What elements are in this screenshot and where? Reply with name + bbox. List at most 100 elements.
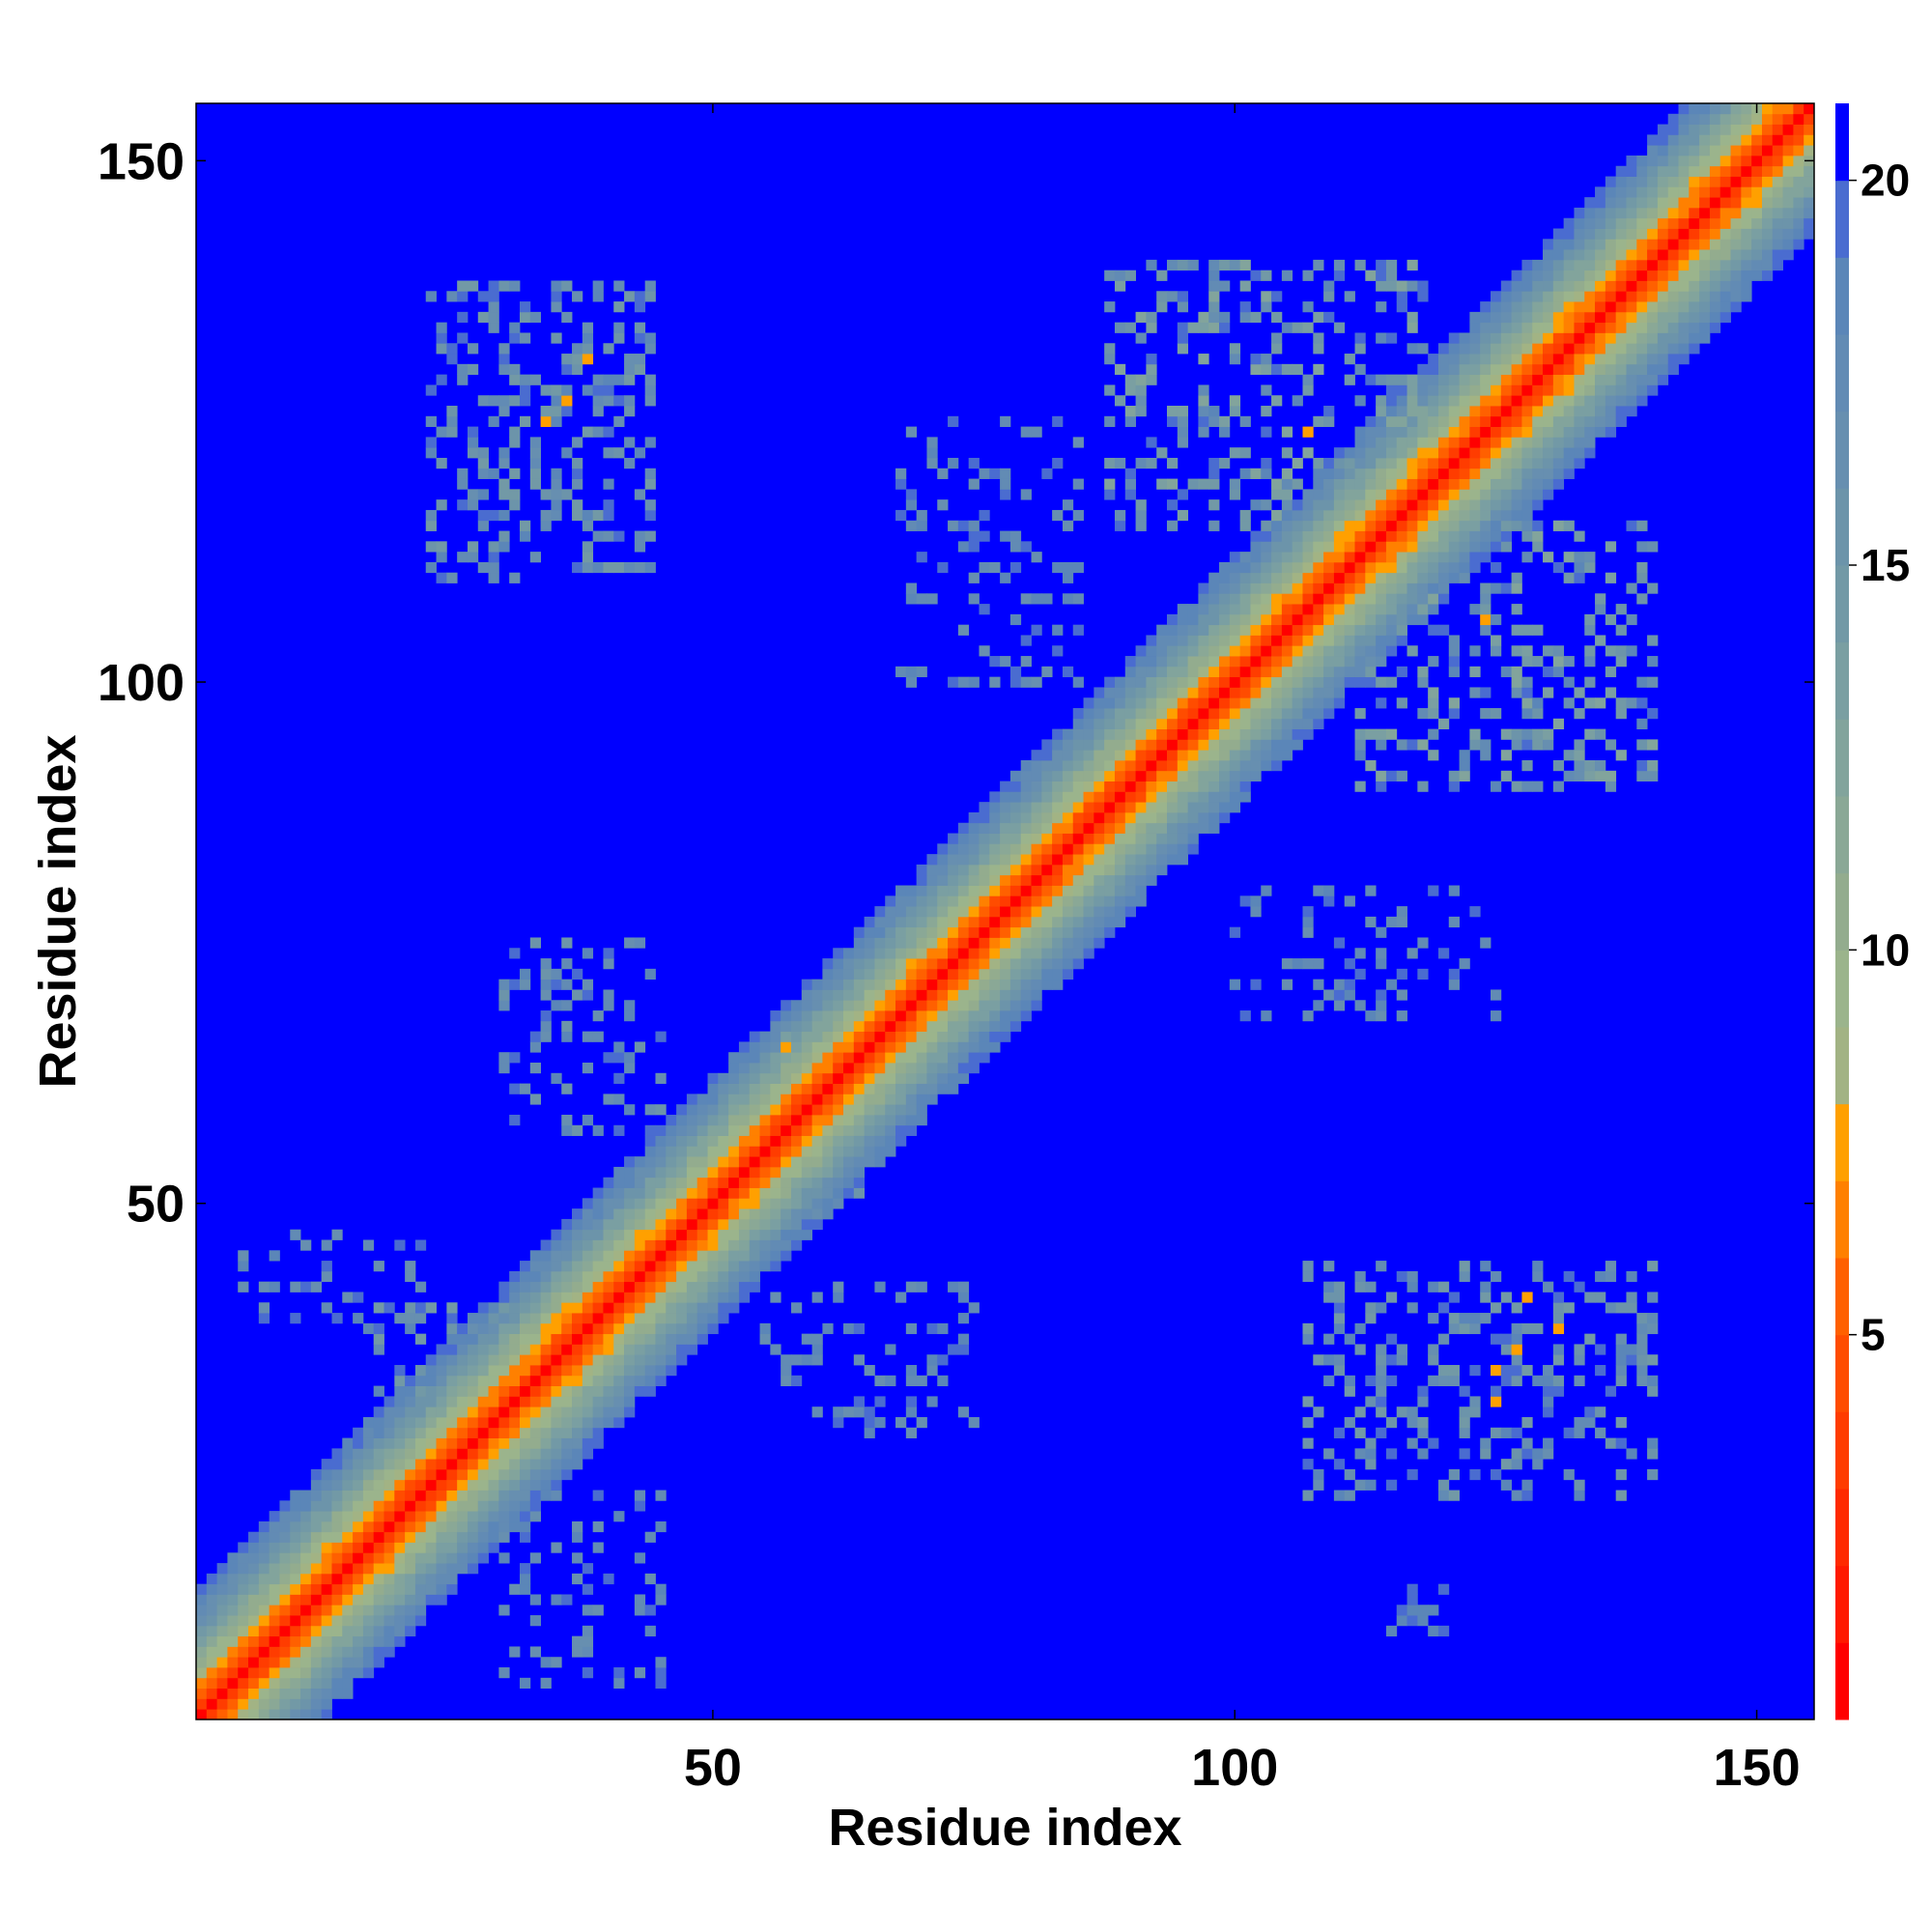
- heatmap-cell: [1511, 468, 1522, 479]
- heatmap-cell: [1031, 874, 1042, 886]
- heatmap-cell: [310, 1635, 323, 1647]
- heatmap-cell: [822, 1094, 834, 1105]
- heatmap-cell: [1198, 811, 1209, 824]
- heatmap-cell: [1041, 822, 1053, 834]
- heatmap-cell: [498, 478, 510, 490]
- heatmap-cell: [1521, 697, 1533, 709]
- heatmap-cell: [436, 1437, 447, 1449]
- heatmap-cell: [801, 1114, 812, 1126]
- heatmap-cell: [1020, 759, 1032, 772]
- heatmap-cell: [279, 1615, 291, 1627]
- heatmap-cell: [1261, 499, 1272, 511]
- heatmap-cell: [1009, 968, 1022, 980]
- heatmap-cell: [1584, 239, 1596, 250]
- heatmap-cell: [1647, 228, 1659, 240]
- heatmap-cell: [1344, 1490, 1355, 1501]
- heatmap-cell: [811, 1083, 823, 1094]
- heatmap-cell: [1104, 718, 1116, 730]
- heatmap-cell: [394, 1563, 406, 1575]
- heatmap-cell: [979, 979, 990, 990]
- heatmap-cell: [1124, 854, 1136, 866]
- heatmap-cell: [905, 1114, 918, 1126]
- heatmap-cell: [467, 499, 479, 511]
- heatmap-cell: [781, 1031, 792, 1042]
- heatmap-cell: [957, 916, 970, 928]
- heatmap-cell: [477, 1385, 489, 1397]
- heatmap-cell: [1605, 1385, 1617, 1397]
- heatmap-cell: [1741, 134, 1752, 146]
- heatmap-cell: [790, 1302, 803, 1314]
- heatmap-cell: [1000, 1000, 1011, 1011]
- heatmap-cell: [644, 1218, 656, 1231]
- heatmap-cell: [509, 1375, 521, 1386]
- heatmap-cell: [1208, 666, 1220, 678]
- heatmap-cell: [1365, 645, 1377, 657]
- heatmap-cell: [957, 541, 970, 553]
- heatmap-cell: [467, 1531, 479, 1543]
- heatmap-cell: [467, 1437, 479, 1449]
- heatmap-cell: [238, 1281, 249, 1293]
- heatmap-cell: [686, 1218, 698, 1231]
- heatmap-cell: [1239, 739, 1251, 751]
- heatmap-cell: [572, 1459, 583, 1470]
- heatmap-cell: [1062, 874, 1074, 886]
- heatmap-cell: [603, 1354, 614, 1366]
- heatmap-cell: [477, 489, 489, 500]
- heatmap-cell: [644, 1104, 656, 1116]
- heatmap-cell: [592, 1031, 604, 1042]
- heatmap-cell: [655, 1239, 667, 1251]
- heatmap-cell: [1480, 604, 1492, 615]
- heatmap-cell: [1114, 750, 1126, 761]
- heatmap-cell: [738, 1124, 751, 1136]
- heatmap-cell: [1459, 395, 1470, 407]
- heatmap-cell: [686, 1124, 698, 1136]
- heatmap-cell: [1761, 113, 1774, 125]
- heatmap-cell: [666, 1292, 677, 1303]
- heatmap-cell: [1376, 676, 1387, 688]
- heatmap-cell: [1094, 728, 1105, 740]
- heatmap-cell: [707, 1250, 719, 1262]
- heatmap-cell: [1281, 582, 1293, 594]
- heatmap-cell: [1500, 291, 1513, 302]
- heatmap-cell: [1626, 613, 1637, 626]
- heatmap-cell: [1428, 457, 1439, 469]
- heatmap-cell: [1376, 509, 1387, 522]
- heatmap-cell: [655, 1261, 667, 1272]
- heatmap-cell: [582, 1365, 594, 1377]
- heatmap-cell: [1469, 468, 1481, 479]
- heatmap-cell: [1229, 478, 1241, 490]
- heatmap-cell: [874, 1146, 886, 1157]
- heatmap-cell: [1344, 561, 1355, 574]
- heatmap-cell: [1647, 676, 1659, 688]
- heatmap-cell: [759, 1135, 771, 1147]
- heatmap-cell: [874, 926, 886, 938]
- heatmap-cell: [759, 1250, 771, 1262]
- heatmap-cell: [853, 1094, 866, 1105]
- heatmap-cell: [613, 1406, 625, 1418]
- heatmap-cell: [1344, 624, 1355, 636]
- heatmap-cell: [1574, 457, 1585, 469]
- heatmap-cell: [227, 1677, 239, 1690]
- heatmap-cell: [373, 1511, 384, 1522]
- heatmap-cell: [957, 979, 970, 990]
- heatmap-cell: [394, 1594, 406, 1605]
- heatmap-cell: [781, 1250, 792, 1262]
- heatmap-cell: [1385, 1416, 1398, 1429]
- heatmap-cell: [572, 1322, 583, 1335]
- heatmap-cell: [373, 1552, 384, 1564]
- heatmap-cell: [1678, 239, 1690, 250]
- heatmap-cell: [1323, 552, 1335, 563]
- heatmap-cell: [696, 1322, 708, 1335]
- heatmap-cell: [1302, 656, 1314, 668]
- heatmap-cell: [833, 1104, 844, 1116]
- heatmap-cell: [644, 509, 656, 522]
- heatmap-cell: [279, 1594, 291, 1605]
- heatmap-cell: [676, 1166, 688, 1179]
- heatmap-cell: [1041, 968, 1053, 980]
- heatmap-cell: [1500, 406, 1513, 417]
- heatmap-cell: [300, 1594, 312, 1605]
- heatmap-cell: [1647, 1292, 1659, 1303]
- heatmap-cell: [644, 437, 656, 448]
- heatmap-cell: [926, 958, 938, 970]
- heatmap-cell: [874, 906, 886, 918]
